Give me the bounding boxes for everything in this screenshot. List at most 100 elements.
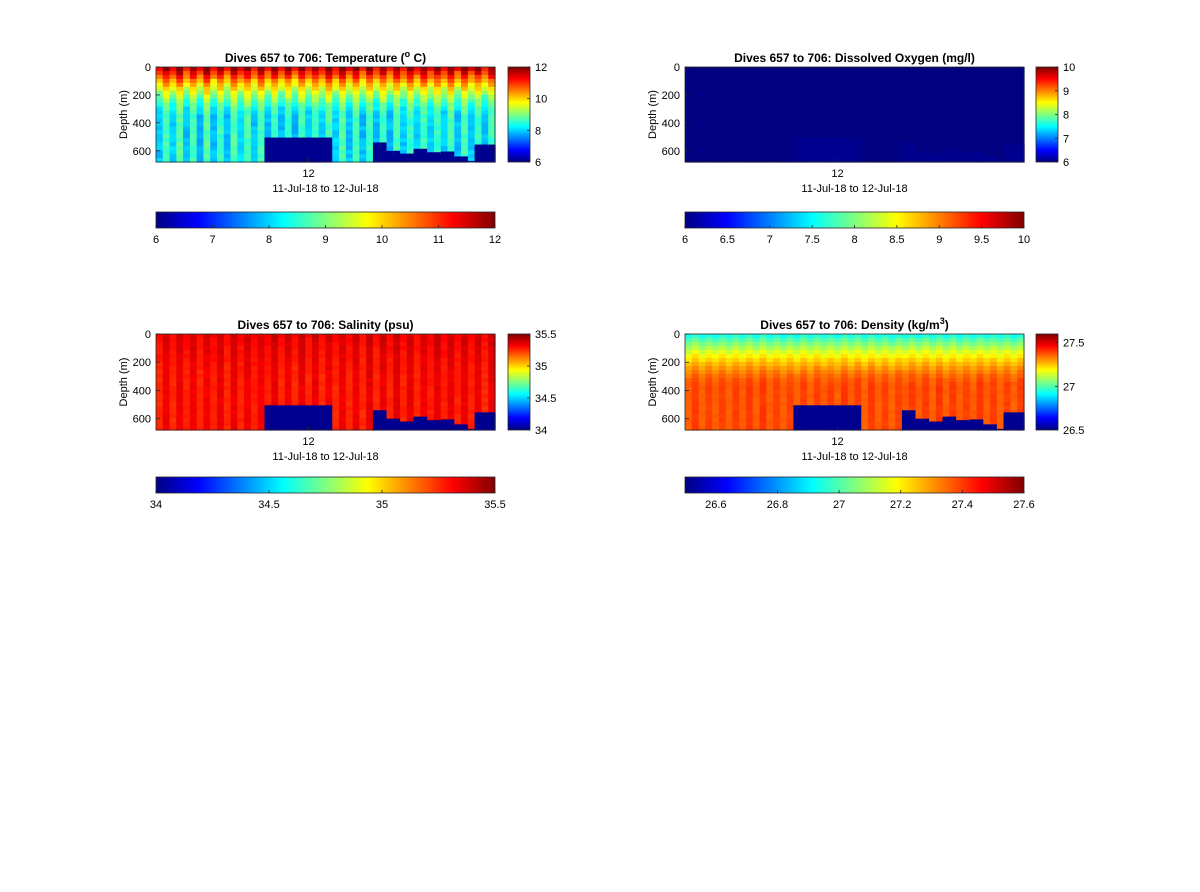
heat-cell	[284, 67, 293, 72]
heat-cell	[298, 86, 306, 92]
seafloor-mask	[800, 405, 808, 430]
heat-cell	[915, 110, 923, 116]
heat-cell	[759, 382, 767, 387]
heat-cell	[895, 102, 903, 108]
heat-cell	[474, 366, 483, 371]
heat-cell	[712, 90, 720, 96]
heat-cell	[400, 398, 408, 403]
heat-cell	[386, 114, 394, 120]
heat-cell	[976, 386, 984, 391]
heat-cell	[691, 338, 700, 343]
heat-cell	[793, 98, 801, 104]
heat-cell	[942, 350, 951, 355]
heat-cell	[379, 138, 388, 143]
heat-cell	[372, 342, 381, 347]
seafloor-mask	[942, 416, 951, 430]
heat-cell	[976, 98, 984, 104]
heat-cell	[440, 406, 449, 411]
heat-cell	[712, 146, 720, 151]
heat-cell	[379, 366, 388, 371]
heat-cell	[759, 398, 767, 403]
heat-cell	[983, 382, 991, 387]
heat-cell	[983, 154, 991, 159]
bottom-colorbar-tick-label: 34.5	[258, 499, 279, 511]
heat-cell	[393, 74, 401, 80]
heat-cell	[257, 370, 266, 375]
heat-cell	[868, 138, 876, 143]
heat-cell	[874, 158, 883, 163]
heat-cell	[712, 350, 720, 355]
heat-cell	[691, 418, 700, 423]
heat-cell	[156, 110, 164, 116]
heat-cell	[284, 122, 293, 127]
heat-cell	[691, 426, 700, 431]
heat-cell	[922, 118, 930, 124]
heat-cell	[359, 414, 367, 419]
heat-cell	[291, 338, 299, 343]
heat-cell	[332, 390, 340, 395]
heat-cell	[874, 346, 883, 351]
heat-cell	[461, 378, 469, 383]
heat-cell	[779, 422, 788, 427]
heat-cell	[773, 362, 781, 367]
heat-cell	[861, 142, 869, 147]
heat-cell	[712, 402, 720, 407]
heat-cell	[278, 334, 286, 339]
heat-cell	[773, 374, 781, 379]
heat-cell	[793, 394, 801, 399]
heat-cell	[895, 78, 903, 84]
heat-cell	[752, 122, 761, 127]
heat-cell	[250, 94, 259, 100]
heat-cell	[413, 386, 422, 391]
heat-cell	[413, 86, 422, 92]
heat-cell	[461, 138, 469, 143]
heat-cell	[718, 86, 727, 92]
heat-cell	[284, 390, 293, 395]
heat-cell	[339, 158, 347, 163]
heat-cell	[1003, 74, 1012, 80]
heat-cell	[956, 334, 964, 339]
heat-cell	[386, 118, 394, 124]
heat-cell	[827, 370, 835, 375]
heat-cell	[488, 134, 496, 139]
heat-cell	[800, 358, 808, 363]
heat-cell	[447, 410, 455, 415]
heat-cell	[698, 150, 706, 155]
heat-cell	[698, 86, 706, 92]
heat-cell	[949, 82, 957, 88]
heat-cell	[874, 334, 883, 339]
heat-cell	[264, 354, 272, 359]
heat-cell	[291, 118, 299, 124]
heat-cell	[962, 134, 971, 139]
heat-cell	[922, 342, 930, 347]
heat-cell	[372, 358, 381, 363]
heat-cell	[929, 334, 937, 339]
heat-cell	[345, 370, 354, 375]
heat-cell	[854, 382, 862, 387]
heat-cell	[433, 338, 442, 343]
heat-cell	[169, 350, 177, 355]
heat-cell	[800, 370, 808, 375]
heat-cell	[332, 67, 340, 72]
heat-cell	[386, 74, 394, 80]
heat-cell	[718, 114, 727, 120]
heat-cell	[366, 410, 374, 415]
heat-cell	[901, 362, 910, 367]
heat-cell	[223, 67, 232, 72]
heat-cell	[1003, 70, 1012, 76]
heat-cell	[847, 126, 856, 131]
heat-cell	[305, 70, 313, 76]
heat-cell	[210, 98, 218, 104]
heat-cell	[935, 386, 944, 391]
heat-cell	[427, 98, 435, 104]
heat-cell	[196, 138, 205, 143]
heat-cell	[712, 362, 720, 367]
heat-cell	[481, 374, 489, 379]
heat-cell	[393, 90, 401, 96]
heat-cell	[454, 410, 462, 415]
heat-cell	[990, 78, 998, 84]
heat-cell	[976, 346, 984, 351]
seafloor-mask	[461, 424, 469, 430]
heat-cell	[440, 354, 449, 359]
